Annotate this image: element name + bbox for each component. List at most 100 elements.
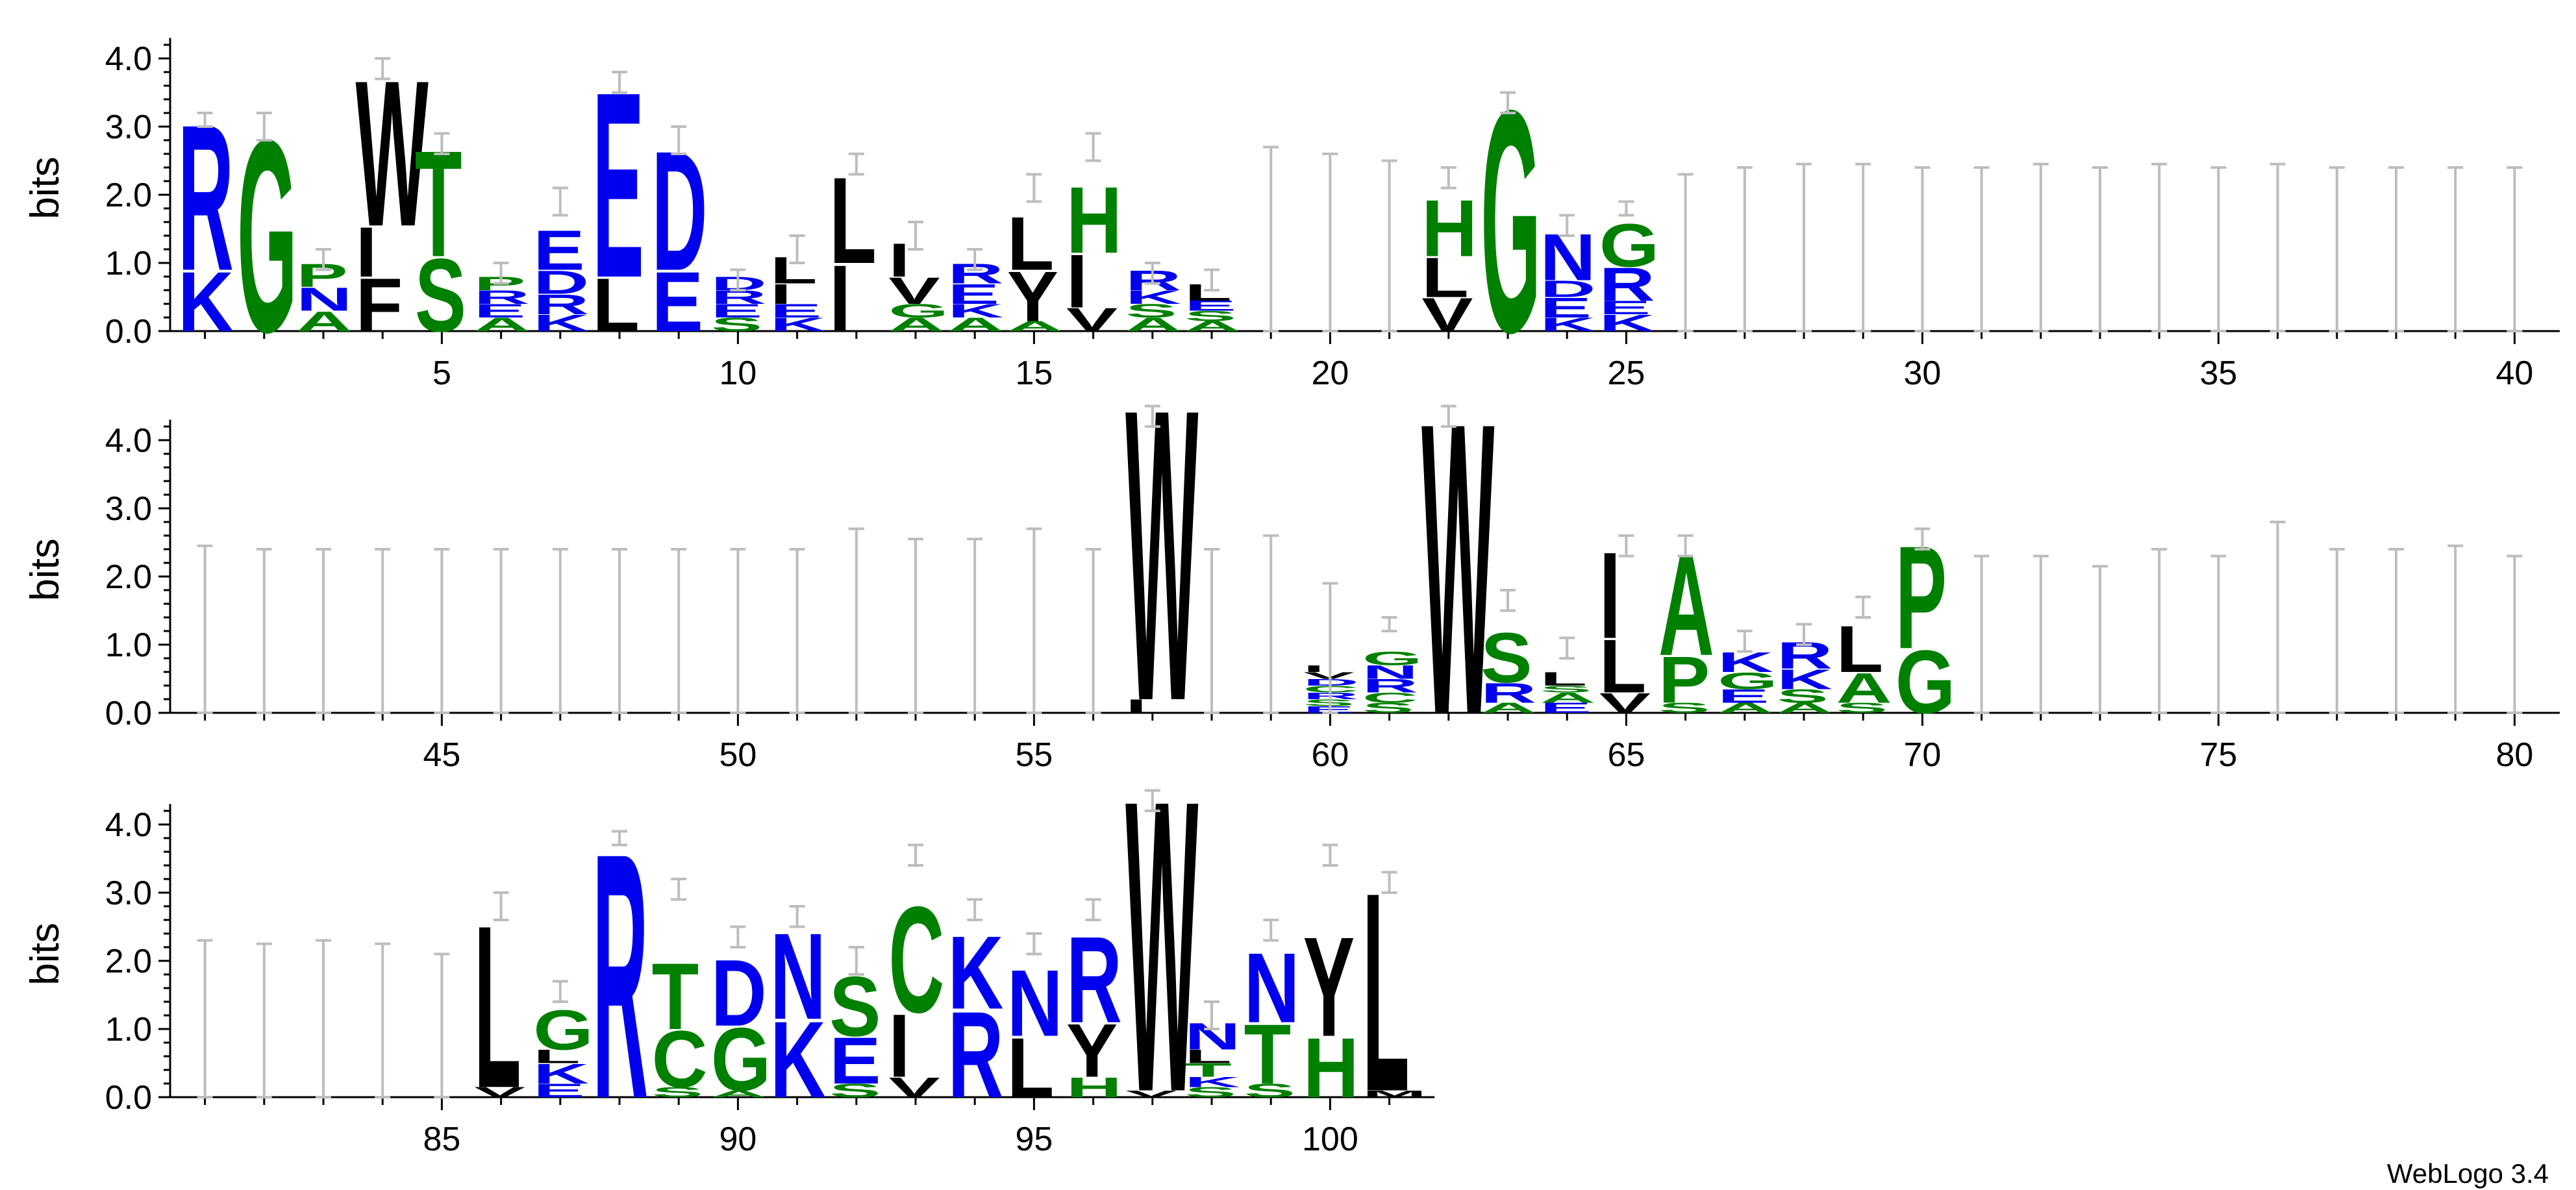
logo-letter: E — [1184, 298, 1236, 314]
logo-letter: G — [1895, 632, 1955, 732]
logo-letter: D — [711, 941, 767, 1046]
y-axis-label: bits — [23, 923, 68, 985]
position-stack — [671, 548, 687, 714]
logo-letter: G — [533, 999, 593, 1062]
position-stack — [1973, 554, 1990, 714]
position-stack — [256, 942, 272, 1098]
position-stack — [316, 548, 331, 714]
logo-letter: L — [829, 152, 877, 290]
logo-letter: E — [474, 301, 525, 321]
logo-letter: I — [1599, 527, 1621, 664]
logo-letter: I — [888, 996, 910, 1097]
position-stack — [1085, 548, 1101, 714]
logo-letter: V — [888, 1071, 940, 1103]
logo-letter: S — [1184, 1085, 1236, 1100]
position-stack — [1204, 548, 1219, 714]
x-tick-label: 65 — [1607, 736, 1645, 774]
position-stack: VIH — [1066, 132, 1122, 338]
position-stack: HY — [1303, 843, 1359, 1115]
y-tick-label: 2.0 — [105, 943, 152, 980]
logo-letter: R — [474, 287, 530, 308]
position-stack — [612, 548, 627, 714]
position-stack: LE — [592, 37, 644, 347]
y-tick-label: 3.0 — [105, 108, 152, 146]
logo-letter: N — [1007, 951, 1063, 1056]
position-stack: LN — [1007, 932, 1063, 1115]
position-stack — [2447, 166, 2464, 332]
position-stack — [2210, 554, 2227, 714]
position-stack: IL — [829, 152, 877, 352]
logo-letter: G — [1362, 649, 1422, 669]
position-stack: SPA — [1658, 527, 1714, 717]
position-stack — [2092, 565, 2108, 714]
logo-letter: E — [711, 301, 762, 321]
logo-letter: V — [1599, 687, 1651, 719]
logo-letter: S — [415, 237, 466, 354]
y-tick-label: 0.0 — [105, 1079, 152, 1117]
position-stack: SCT — [652, 878, 707, 1104]
y-tick-label: 3.0 — [105, 490, 152, 528]
logo-letter: K — [1777, 663, 1832, 695]
logo-letter: H — [1066, 168, 1122, 273]
logo-letter: G — [1718, 667, 1777, 694]
x-tick-label: 85 — [423, 1121, 460, 1158]
position-stack: R — [592, 780, 648, 1172]
logo-letter: S — [829, 1080, 881, 1101]
position-stack: KN — [770, 905, 826, 1121]
logo-letter: D — [1540, 275, 1596, 302]
logo-letter: A — [1184, 319, 1240, 334]
logo-letter: S — [711, 314, 762, 335]
logo-letter: S — [1481, 619, 1532, 698]
x-tick-label: 60 — [1311, 736, 1349, 774]
logo-letter: K — [948, 914, 1004, 1031]
logo-letter: N — [296, 281, 352, 318]
logo-letter: G — [1481, 45, 1540, 399]
position-stack: ST — [415, 119, 466, 353]
logo-letter: L — [1599, 623, 1647, 708]
logo-letter: I — [356, 213, 377, 292]
logo-letter: G — [888, 301, 948, 321]
position-stack — [2447, 544, 2464, 714]
logo-letter: S — [1836, 700, 1888, 716]
logo-letter: I — [829, 247, 851, 352]
position-stack: VLH — [1421, 166, 1477, 341]
logo-letter: K — [770, 998, 826, 1121]
position-stack — [2210, 166, 2227, 332]
position-stack: VL — [474, 878, 525, 1137]
logo-letter: Y — [1007, 258, 1058, 337]
position-stack — [1973, 166, 1990, 332]
position-stack — [1796, 162, 1812, 332]
position-stack — [730, 548, 746, 714]
position-stack — [2151, 548, 2168, 714]
position-stack: ARS — [1481, 589, 1536, 716]
position-stack — [375, 548, 391, 714]
logo-letter: L — [474, 878, 521, 1137]
logo-letter: P — [1658, 643, 1710, 717]
position-stack — [1736, 166, 1753, 332]
position-stack — [197, 544, 213, 714]
position-stack — [1677, 173, 1694, 332]
logo-letter: M — [1362, 1089, 1427, 1099]
y-tick-label: 4.0 — [105, 40, 152, 78]
logo-letter: R — [1599, 258, 1655, 310]
position-stack: VLI — [1599, 527, 1651, 719]
logo-letter: A — [1125, 314, 1181, 335]
logo-letter: A — [1481, 700, 1536, 716]
position-stack — [2032, 162, 2049, 332]
logo-letter: L — [1184, 1047, 1232, 1067]
position-stack: G — [1481, 45, 1540, 399]
logo-letter: L — [1362, 834, 1410, 1151]
logo-letter: E — [1540, 700, 1592, 716]
position-stack — [493, 548, 509, 714]
